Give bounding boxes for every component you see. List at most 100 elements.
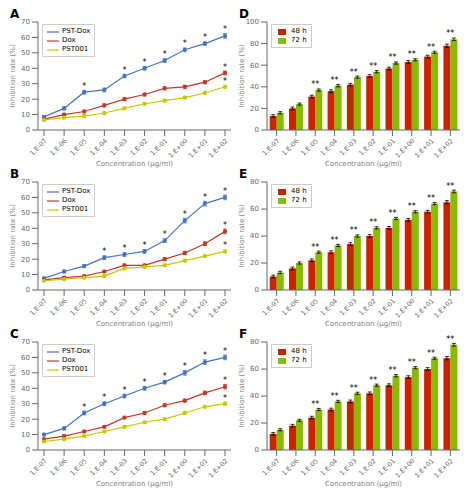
svg-text:*: * xyxy=(102,393,106,402)
svg-text:1.E-03: 1.E-03 xyxy=(338,457,358,477)
svg-text:50: 50 xyxy=(21,49,30,57)
svg-text:1.E-04: 1.E-04 xyxy=(89,297,109,317)
svg-text:*: * xyxy=(223,77,227,86)
svg-text:1.E-03: 1.E-03 xyxy=(109,137,129,157)
svg-text:*: * xyxy=(203,351,207,360)
svg-text:**: ** xyxy=(446,29,454,38)
svg-text:*: * xyxy=(223,63,227,72)
svg-text:**: ** xyxy=(331,76,339,85)
svg-text:1.E+00: 1.E+00 xyxy=(167,137,190,160)
svg-text:1.E-03: 1.E-03 xyxy=(109,297,129,317)
svg-text:Concentration (μg/ml): Concentration (μg/ml) xyxy=(325,480,402,488)
svg-text:1.E+00: 1.E+00 xyxy=(167,297,190,320)
svg-text:1.E+02: 1.E+02 xyxy=(432,297,455,320)
svg-text:**: ** xyxy=(427,349,435,358)
svg-text:**: ** xyxy=(446,182,454,191)
svg-text:*: * xyxy=(163,372,167,381)
svg-text:*: * xyxy=(223,187,227,196)
svg-text:1.E-05: 1.E-05 xyxy=(68,457,88,477)
svg-text:1.E-05: 1.E-05 xyxy=(299,137,319,157)
svg-text:**: ** xyxy=(331,236,339,245)
svg-text:1.E-05: 1.E-05 xyxy=(299,457,319,477)
svg-text:Concentration (μg/ml): Concentration (μg/ml) xyxy=(325,160,402,168)
svg-text:Inhibition rate (%): Inhibition rate (%) xyxy=(238,364,246,428)
svg-text:1.E-02: 1.E-02 xyxy=(129,457,149,477)
svg-text:1.E+01: 1.E+01 xyxy=(187,297,210,320)
svg-text:1.E-04: 1.E-04 xyxy=(89,137,109,157)
svg-text:1.E-07: 1.E-07 xyxy=(28,457,48,477)
svg-text:1.E-06: 1.E-06 xyxy=(48,297,68,317)
svg-text:60: 60 xyxy=(250,365,259,373)
svg-text:40: 40 xyxy=(250,83,259,91)
svg-text:80: 80 xyxy=(250,338,259,346)
svg-text:**: ** xyxy=(388,53,396,62)
svg-text:Concentration (μg/ml): Concentration (μg/ml) xyxy=(96,160,173,168)
svg-text:*: * xyxy=(122,244,126,253)
svg-text:**: ** xyxy=(388,366,396,375)
svg-text:**: ** xyxy=(331,392,339,401)
svg-text:*: * xyxy=(122,386,126,395)
svg-text:10: 10 xyxy=(21,431,30,439)
svg-text:40: 40 xyxy=(21,65,30,73)
svg-text:40: 40 xyxy=(21,385,30,393)
svg-text:60: 60 xyxy=(250,62,259,70)
svg-text:1.E+02: 1.E+02 xyxy=(207,297,230,320)
svg-text:1.E-02: 1.E-02 xyxy=(357,137,377,157)
svg-text:1.E+02: 1.E+02 xyxy=(432,457,455,480)
svg-text:*: * xyxy=(183,362,187,371)
svg-text:80: 80 xyxy=(250,40,259,48)
svg-text:30: 30 xyxy=(21,240,30,248)
svg-text:1.E-03: 1.E-03 xyxy=(338,137,358,157)
svg-text:1.E-03: 1.E-03 xyxy=(109,457,129,477)
svg-text:1.E+01: 1.E+01 xyxy=(413,457,436,480)
svg-text:*: * xyxy=(223,241,227,250)
svg-text:50: 50 xyxy=(21,369,30,377)
svg-text:0: 0 xyxy=(26,446,30,454)
svg-text:1.E-05: 1.E-05 xyxy=(68,297,88,317)
svg-text:1.E-07: 1.E-07 xyxy=(261,297,281,317)
svg-text:**: ** xyxy=(350,68,358,77)
svg-text:60: 60 xyxy=(21,194,30,202)
svg-text:1.E+01: 1.E+01 xyxy=(187,457,210,480)
svg-text:20: 20 xyxy=(250,259,259,267)
svg-text:40: 40 xyxy=(21,225,30,233)
svg-text:*: * xyxy=(143,241,147,250)
svg-text:*: * xyxy=(223,376,227,385)
svg-text:1.E+01: 1.E+01 xyxy=(413,137,436,160)
svg-text:1.E-05: 1.E-05 xyxy=(299,297,319,317)
svg-text:1.E-02: 1.E-02 xyxy=(129,137,149,157)
svg-text:60: 60 xyxy=(21,354,30,362)
svg-text:**: ** xyxy=(350,226,358,235)
svg-text:1.E+02: 1.E+02 xyxy=(207,137,230,160)
svg-text:*: * xyxy=(163,50,167,59)
svg-text:1.E-07: 1.E-07 xyxy=(261,137,281,157)
svg-text:1.E+01: 1.E+01 xyxy=(187,137,210,160)
svg-text:**: ** xyxy=(427,43,435,52)
svg-text:20: 20 xyxy=(21,416,30,424)
svg-text:1.E-07: 1.E-07 xyxy=(28,297,48,317)
svg-text:*: * xyxy=(122,66,126,75)
svg-text:1.E-03: 1.E-03 xyxy=(338,297,358,317)
svg-text:*: * xyxy=(223,394,227,403)
svg-text:*: * xyxy=(223,25,227,34)
svg-text:*: * xyxy=(82,82,86,91)
svg-text:*: * xyxy=(183,210,187,219)
svg-text:Inhibition rate (%): Inhibition rate (%) xyxy=(238,44,246,108)
svg-text:50: 50 xyxy=(21,209,30,217)
svg-text:Inhibition rate (%): Inhibition rate (%) xyxy=(9,204,17,268)
svg-text:80: 80 xyxy=(250,178,259,186)
svg-text:**: ** xyxy=(311,80,319,89)
svg-text:1.E-04: 1.E-04 xyxy=(319,137,339,157)
svg-text:10: 10 xyxy=(21,271,30,279)
svg-text:**: ** xyxy=(369,376,377,385)
svg-text:0: 0 xyxy=(255,286,259,294)
svg-text:**: ** xyxy=(388,209,396,218)
svg-text:1.E-06: 1.E-06 xyxy=(280,137,300,157)
svg-text:60: 60 xyxy=(21,34,30,42)
svg-text:**: ** xyxy=(408,50,416,59)
svg-text:**: ** xyxy=(427,194,435,203)
svg-text:1.E-06: 1.E-06 xyxy=(48,137,68,157)
svg-text:*: * xyxy=(163,230,167,239)
svg-text:Inhibition rate (%): Inhibition rate (%) xyxy=(238,204,246,268)
svg-text:**: ** xyxy=(408,358,416,367)
